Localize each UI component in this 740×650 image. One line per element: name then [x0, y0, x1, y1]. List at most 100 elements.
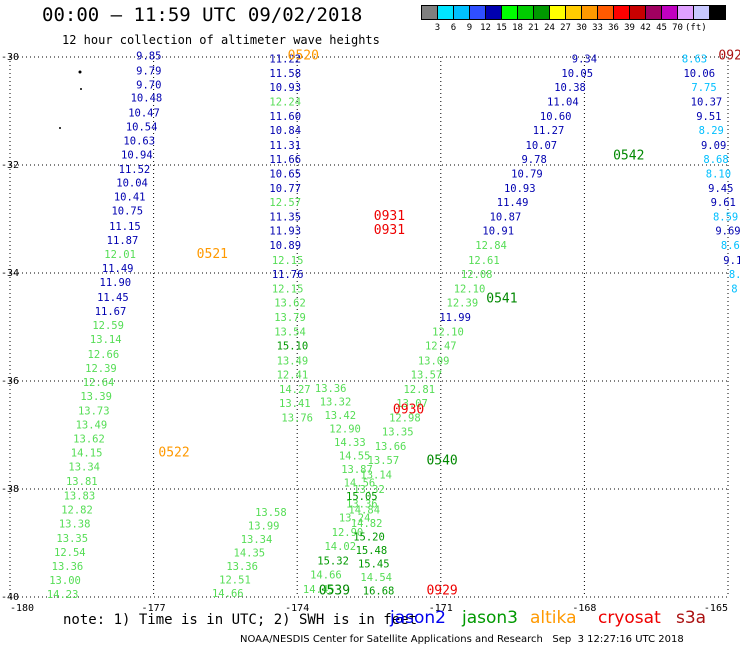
color-scale-label: 3 — [434, 23, 441, 33]
wave-height-label: 13.32 — [320, 396, 352, 408]
wave-height-label: 8.68 — [703, 154, 728, 166]
wave-height-label: 13.81 — [66, 476, 98, 488]
wave-height-label: 12.15 — [272, 283, 304, 295]
color-scale-label: 36 — [608, 23, 619, 33]
color-scale-label: 39 — [624, 23, 635, 33]
pass-time-label: 0931 — [374, 209, 405, 224]
color-scale-swatch — [597, 5, 614, 20]
wave-height-label: 14.33 — [334, 437, 366, 449]
wave-height-label: 10.07 — [526, 140, 558, 152]
wave-height-label: 14.15 — [71, 448, 103, 460]
wave-height-label: 11.90 — [100, 277, 132, 289]
wave-height-label: 13.79 — [274, 312, 306, 324]
color-scale-label: 12 — [480, 23, 491, 33]
wave-height-label: 10.47 — [128, 107, 160, 119]
wave-height-label: 10.94 — [121, 150, 153, 162]
wave-height-label: 13.39 — [80, 391, 112, 403]
pass-time-label: 0541 — [486, 292, 517, 307]
wave-height-label: 12.54 — [54, 547, 86, 559]
wave-height-label: 11.76 — [272, 269, 304, 281]
wave-height-label: 12.41 — [277, 369, 309, 381]
color-scale-swatch — [661, 5, 678, 20]
wave-height-label: 12.39 — [447, 297, 479, 309]
wave-height-label: 12.59 — [92, 320, 124, 332]
y-tick-label: -30 — [1, 52, 19, 63]
chart-subtitle: 12 hour collection of altimeter wave hei… — [62, 33, 380, 47]
wave-height-label: 15.20 — [353, 531, 385, 543]
wave-height-label: 13.36 — [346, 498, 378, 510]
color-scale-swatch — [485, 5, 502, 20]
y-tick-label: -40 — [1, 592, 19, 603]
wave-height-label: 9.45 — [708, 183, 733, 195]
wave-height-label: 15.32 — [317, 556, 349, 568]
wave-height-label: 13.54 — [274, 327, 306, 339]
wave-height-label: 9.69 — [715, 226, 740, 238]
credit-line: NOAA/NESDIS Center for Satellite Applica… — [240, 634, 684, 645]
wave-height-label: 13.07 — [396, 398, 428, 410]
wave-height-label: 11.22 — [269, 53, 301, 65]
wave-height-label: 9.1 — [723, 255, 740, 267]
wave-height-label: 13.58 — [255, 507, 287, 519]
wave-height-label: 10.05 — [561, 68, 593, 80]
wave-height-label: 13.66 — [375, 441, 407, 453]
wave-height-label: 13.34 — [68, 462, 100, 474]
wave-height-label: 13.36 — [52, 561, 84, 573]
wave-height-label: 9.34 — [572, 53, 597, 65]
wave-height-label: 10.60 — [540, 111, 572, 123]
wave-height-label: 13.41 — [279, 398, 311, 410]
color-scale-label: 30 — [576, 23, 587, 33]
wave-height-label: 14.27 — [279, 384, 311, 396]
wave-height-label: 13.57 — [368, 455, 400, 467]
wave-height-label: 9.79 — [136, 65, 161, 77]
wave-height-label: 11.66 — [269, 154, 301, 166]
color-scale-swatch — [581, 5, 598, 20]
wave-height-label: 12.01 — [104, 249, 136, 261]
pass-time-label: 0931 — [374, 223, 405, 238]
color-scale-swatch — [469, 5, 486, 20]
stray-dot — [80, 88, 82, 90]
color-scale-label: 33 — [592, 23, 603, 33]
wave-height-label: 14.02 — [324, 541, 356, 553]
wave-height-label: 13.00 — [49, 575, 81, 587]
wave-height-label: 12.61 — [468, 255, 500, 267]
wave-height-label: 12.57 — [269, 197, 301, 209]
pass-time-label: 0539 — [319, 583, 350, 598]
wave-height-label: 9.85 — [136, 51, 161, 63]
wave-height-label: 9.78 — [521, 154, 546, 166]
wave-height-label: 10.75 — [111, 206, 143, 218]
wave-height-label: 14.55 — [339, 450, 371, 462]
legend-s3a: s3a — [676, 608, 707, 628]
y-tick-label: -38 — [1, 484, 19, 495]
wave-height-label: 12.90 — [329, 423, 361, 435]
wave-height-label: 9.09 — [701, 140, 726, 152]
pass-time-label: 0930 — [393, 402, 424, 417]
wave-height-label: 13.49 — [277, 355, 309, 367]
color-scale-swatch — [549, 5, 566, 20]
wave-height-label: 14.54 — [360, 572, 392, 584]
wave-height-label: 13.83 — [64, 490, 96, 502]
wave-height-label: 16.68 — [363, 585, 395, 597]
wave-height-label: 14.66 — [310, 570, 342, 582]
wave-height-label: 11.15 — [109, 221, 141, 233]
wave-height-label: 10.93 — [504, 183, 536, 195]
wave-height-label: 13.38 — [59, 518, 91, 530]
wave-height-label: 10.79 — [511, 168, 543, 180]
stray-dot — [78, 70, 82, 74]
wave-height-label: 10.04 — [116, 178, 148, 190]
wave-height-label: 15.05 — [346, 491, 378, 503]
legend-altika: altika — [530, 608, 577, 628]
wave-height-label: 14.23 — [47, 589, 79, 601]
color-scale-label: 6 — [450, 23, 457, 33]
wave-height-label: 13.09 — [418, 355, 450, 367]
color-scale-label: 18 — [512, 23, 523, 33]
wave-height-label: 13.35 — [382, 427, 414, 439]
wave-height-label: 12.98 — [389, 413, 421, 425]
wave-height-label: 10.38 — [554, 82, 586, 94]
pass-time-label: 0540 — [426, 454, 457, 469]
wave-height-label: 10.48 — [131, 92, 163, 104]
legend-cryosat: cryosat — [598, 608, 661, 628]
color-scale-swatch — [501, 5, 518, 20]
wave-height-label: 13.49 — [76, 420, 108, 432]
